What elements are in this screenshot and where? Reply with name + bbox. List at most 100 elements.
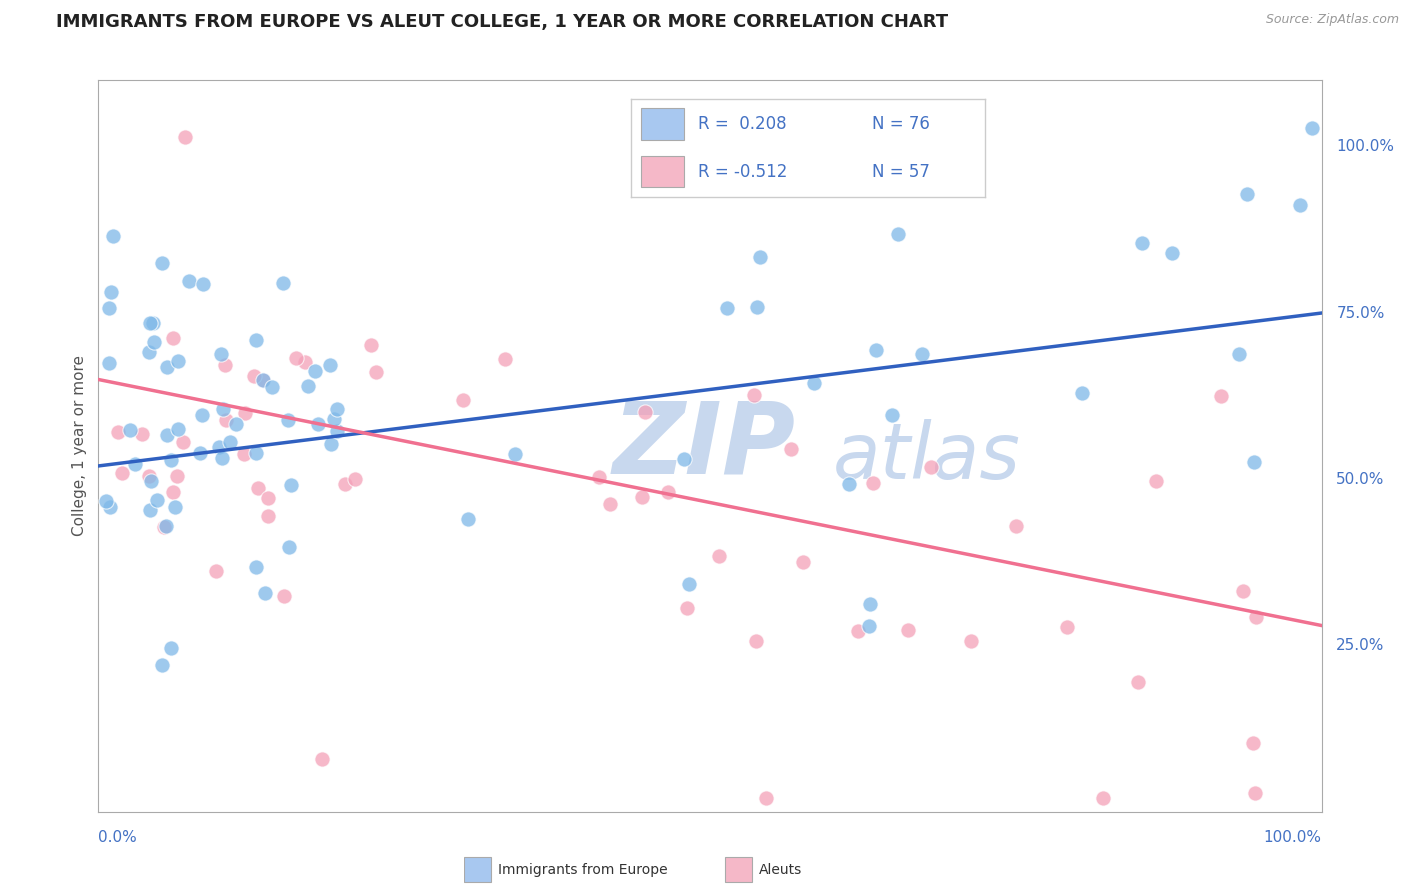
- Point: [243, 368, 266, 383]
- Point: [326, 401, 349, 416]
- Point: [166, 469, 188, 483]
- Point: [865, 343, 887, 358]
- Text: Source: ZipAtlas.com: Source: ZipAtlas.com: [1265, 13, 1399, 27]
- Point: [505, 447, 527, 461]
- Point: [859, 597, 882, 611]
- Point: [278, 540, 301, 554]
- Point: [1232, 584, 1254, 599]
- Point: [858, 618, 880, 632]
- Point: [880, 408, 903, 422]
- Point: [887, 227, 910, 241]
- Point: [160, 641, 183, 656]
- Point: [780, 442, 803, 456]
- Point: [325, 425, 347, 439]
- Text: N = 76: N = 76: [872, 115, 929, 133]
- Point: [360, 338, 382, 352]
- Point: [745, 300, 768, 314]
- Point: [634, 404, 657, 418]
- Point: [910, 347, 932, 361]
- Point: [294, 354, 316, 368]
- Point: [678, 577, 700, 591]
- Point: [748, 250, 770, 264]
- Point: [1301, 120, 1323, 135]
- Point: [792, 555, 814, 569]
- Point: [920, 459, 942, 474]
- Point: [166, 354, 188, 368]
- Point: [273, 589, 295, 603]
- Text: 50.0%: 50.0%: [1336, 472, 1385, 487]
- Point: [676, 600, 699, 615]
- Point: [707, 549, 730, 563]
- Point: [142, 334, 165, 349]
- Text: 100.0%: 100.0%: [1336, 139, 1395, 154]
- Text: 25.0%: 25.0%: [1336, 638, 1385, 653]
- Point: [257, 491, 280, 505]
- Point: [155, 519, 177, 533]
- Point: [284, 351, 307, 366]
- Point: [1004, 519, 1026, 533]
- Point: [280, 478, 302, 492]
- Point: [311, 752, 333, 766]
- Y-axis label: College, 1 year or more: College, 1 year or more: [72, 356, 87, 536]
- Point: [260, 380, 283, 394]
- Point: [246, 481, 269, 495]
- Point: [156, 359, 179, 374]
- Point: [745, 633, 768, 648]
- Point: [1227, 347, 1250, 361]
- Point: [146, 493, 169, 508]
- Point: [219, 435, 242, 450]
- Point: [120, 424, 142, 438]
- Point: [657, 485, 679, 500]
- Point: [1130, 236, 1153, 251]
- Point: [297, 379, 319, 393]
- Point: [307, 417, 329, 432]
- Bar: [725, 857, 752, 882]
- Point: [960, 634, 983, 648]
- Point: [188, 446, 211, 460]
- Point: [107, 425, 129, 439]
- Point: [343, 472, 366, 486]
- Bar: [641, 156, 683, 187]
- Point: [138, 469, 160, 483]
- Point: [233, 446, 256, 460]
- Point: [156, 428, 179, 442]
- Point: [139, 474, 162, 488]
- Text: 75.0%: 75.0%: [1336, 306, 1385, 320]
- Point: [131, 427, 153, 442]
- Point: [1209, 389, 1232, 403]
- Point: [204, 564, 226, 578]
- Point: [457, 512, 479, 526]
- Point: [1244, 610, 1267, 624]
- Point: [254, 586, 277, 600]
- Point: [494, 351, 516, 366]
- Point: [755, 791, 778, 805]
- Point: [631, 490, 654, 504]
- Point: [1161, 245, 1184, 260]
- Point: [1144, 474, 1167, 488]
- Text: N = 57: N = 57: [872, 162, 929, 181]
- Text: Immigrants from Europe: Immigrants from Europe: [499, 863, 668, 877]
- Point: [174, 130, 197, 145]
- Point: [212, 402, 235, 417]
- Bar: [464, 857, 491, 882]
- Point: [673, 452, 696, 467]
- Point: [364, 365, 387, 379]
- Point: [1243, 455, 1265, 469]
- Point: [215, 413, 238, 427]
- Point: [111, 466, 134, 480]
- Text: ZIP: ZIP: [612, 398, 796, 494]
- Point: [150, 658, 173, 673]
- Point: [1092, 791, 1115, 805]
- Point: [588, 470, 610, 484]
- Point: [1071, 386, 1094, 401]
- Point: [139, 316, 162, 330]
- Point: [209, 347, 232, 361]
- Point: [271, 276, 294, 290]
- Point: [101, 228, 124, 243]
- Point: [162, 485, 184, 500]
- Text: 100.0%: 100.0%: [1264, 830, 1322, 845]
- Point: [138, 344, 160, 359]
- Point: [599, 497, 621, 511]
- Text: R = -0.512: R = -0.512: [697, 162, 787, 181]
- Point: [451, 393, 474, 408]
